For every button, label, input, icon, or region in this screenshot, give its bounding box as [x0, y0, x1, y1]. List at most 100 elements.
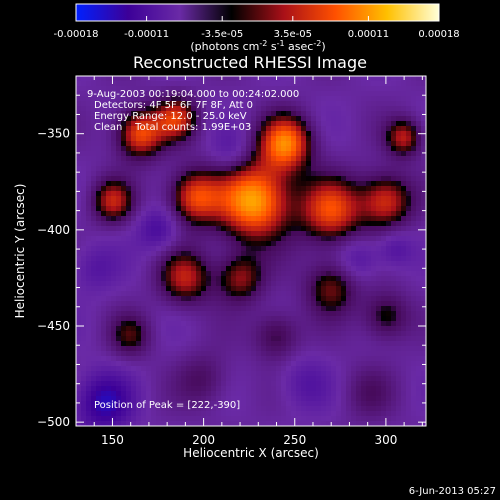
heatmap-cell [96, 86, 102, 92]
heatmap-cell [221, 191, 227, 197]
heatmap-cell [341, 296, 347, 302]
heatmap-cell [411, 396, 417, 402]
heatmap-cell [386, 261, 392, 267]
heatmap-cell [361, 421, 367, 426]
heatmap-cell [166, 121, 172, 127]
heatmap-cell [76, 336, 82, 342]
heatmap-cell [121, 186, 127, 192]
heatmap-cell [351, 421, 357, 426]
heatmap-cell [141, 291, 147, 297]
heatmap-cell [326, 231, 332, 237]
heatmap-cell [191, 311, 197, 317]
heatmap-cell [191, 166, 197, 172]
heatmap-cell [186, 281, 192, 287]
heatmap-cell [236, 96, 242, 102]
heatmap-cell [111, 356, 117, 362]
heatmap-cell [96, 341, 102, 347]
heatmap-cell [181, 296, 187, 302]
heatmap-cell [371, 186, 377, 192]
heatmap-cell [276, 161, 282, 167]
heatmap-cell [236, 156, 242, 162]
heatmap-cell [286, 196, 292, 202]
heatmap-cell [316, 111, 322, 117]
heatmap-cell [106, 246, 112, 252]
heatmap-cell [321, 271, 327, 277]
heatmap-cell [381, 371, 387, 377]
heatmap-cell [286, 271, 292, 277]
heatmap-cell [336, 251, 342, 257]
heatmap-cell [266, 171, 272, 177]
heatmap-cell [361, 406, 367, 412]
heatmap-cell [201, 371, 207, 377]
heatmap-cell [291, 291, 297, 297]
heatmap-cell [116, 106, 122, 112]
heatmap-cell [266, 351, 272, 357]
heatmap-cell [231, 161, 237, 167]
heatmap-cell [121, 211, 127, 217]
heatmap-cell [86, 391, 92, 397]
heatmap-cell [296, 391, 302, 397]
heatmap-cell [121, 326, 127, 332]
heatmap-cell [136, 191, 142, 197]
heatmap-cell [381, 411, 387, 417]
heatmap-cell [181, 311, 187, 317]
heatmap-cell [131, 326, 137, 332]
heatmap-cell [366, 251, 372, 257]
heatmap-cell [311, 281, 317, 287]
heatmap-cell [146, 366, 152, 372]
heatmap-cell [216, 226, 222, 232]
heatmap-cell [91, 166, 97, 172]
heatmap-cell [226, 321, 232, 327]
heatmap-cell [311, 91, 317, 97]
heatmap-cell [341, 376, 347, 382]
heatmap-cell [281, 226, 287, 232]
heatmap-cell [391, 346, 397, 352]
heatmap-cell [196, 156, 202, 162]
heatmap-cell [161, 81, 167, 87]
heatmap-cell [266, 371, 272, 377]
heatmap-cell [296, 171, 302, 177]
heatmap-cell [351, 101, 357, 107]
heatmap-cell [216, 326, 222, 332]
heatmap-cell [411, 366, 417, 372]
heatmap-cell [276, 376, 282, 382]
heatmap-cell [141, 136, 147, 142]
heatmap-cell [146, 111, 152, 117]
heatmap-cell [91, 156, 97, 162]
heatmap-cell [166, 346, 172, 352]
heatmap-cell [336, 401, 342, 407]
heatmap-cell [86, 121, 92, 127]
heatmap-cell [356, 336, 362, 342]
heatmap-cell [296, 271, 302, 277]
heatmap-cell [296, 81, 302, 87]
heatmap-cell [151, 386, 157, 392]
heatmap-cell [126, 101, 132, 107]
heatmap-cell [81, 356, 87, 362]
heatmap-cell [156, 191, 162, 197]
heatmap-cell [81, 126, 87, 132]
heatmap-cell [351, 221, 357, 227]
heatmap-cell [306, 81, 312, 87]
heatmap-cell [146, 96, 152, 102]
heatmap-cell [91, 406, 97, 412]
heatmap-cell [156, 421, 162, 426]
heatmap-cell [341, 326, 347, 332]
heatmap-cell [231, 181, 237, 187]
heatmap-cell [246, 276, 252, 282]
heatmap-cell [91, 291, 97, 297]
heatmap-cell [241, 286, 247, 292]
heatmap-cell [391, 86, 397, 92]
heatmap-cell [106, 346, 112, 352]
heatmap-cell [341, 281, 347, 287]
heatmap-cell [131, 321, 137, 327]
heatmap-cell [271, 241, 277, 247]
heatmap-cell [181, 81, 187, 87]
heatmap-cell [306, 181, 312, 187]
heatmap-cell [191, 341, 197, 347]
heatmap-cell [331, 416, 337, 422]
heatmap-cell [281, 316, 287, 322]
heatmap-cell [246, 96, 252, 102]
heatmap-cell [146, 81, 152, 87]
heatmap-cell [406, 351, 412, 357]
heatmap-cell [266, 176, 272, 182]
